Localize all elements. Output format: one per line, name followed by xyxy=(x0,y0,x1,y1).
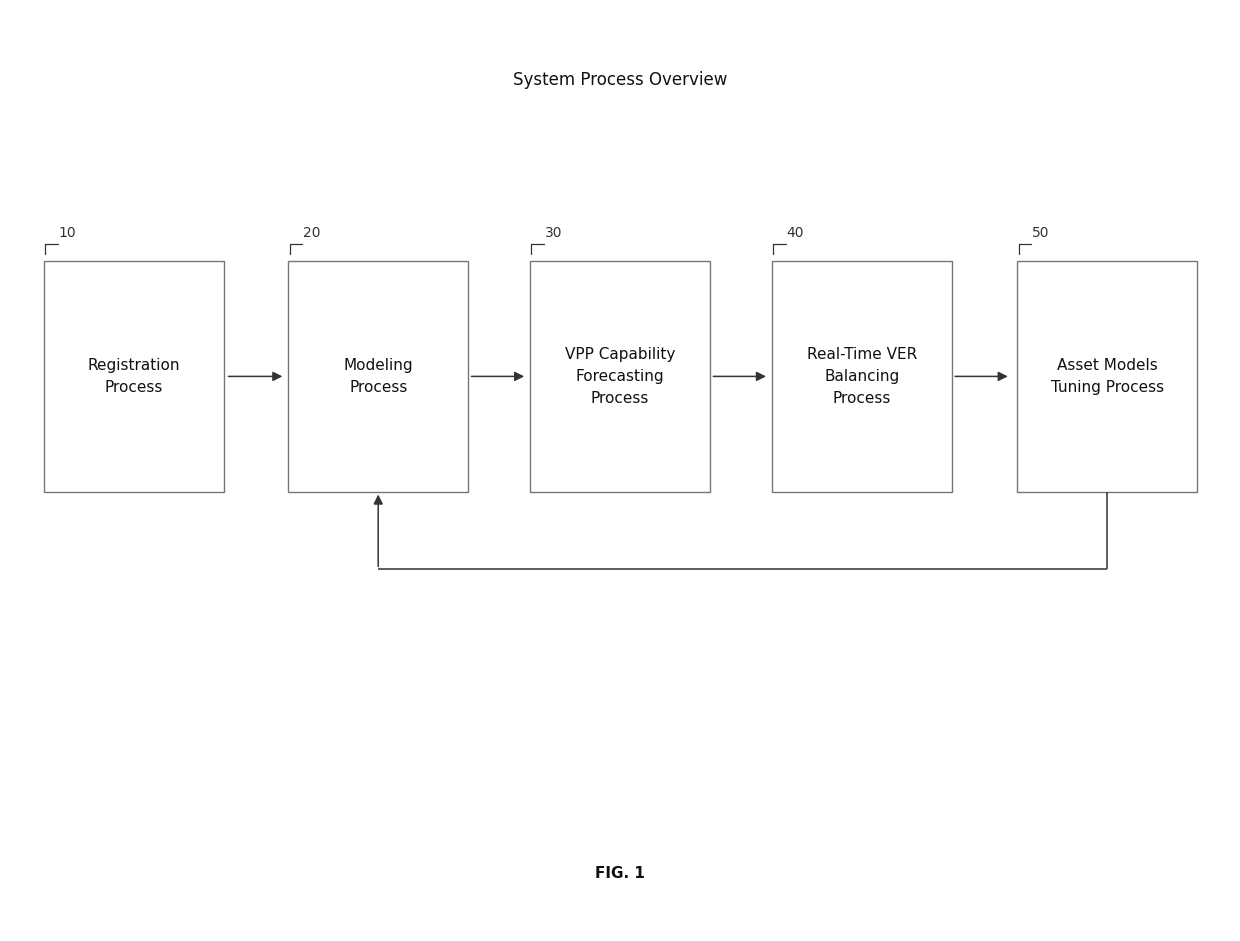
FancyBboxPatch shape xyxy=(45,262,223,491)
Text: 30: 30 xyxy=(546,226,563,240)
Text: Asset Models
Tuning Process: Asset Models Tuning Process xyxy=(1050,358,1164,395)
Text: 40: 40 xyxy=(786,226,805,240)
FancyBboxPatch shape xyxy=(771,262,952,491)
Text: 10: 10 xyxy=(60,226,77,240)
Text: 20: 20 xyxy=(303,226,321,240)
Text: VPP Capability
Forecasting
Process: VPP Capability Forecasting Process xyxy=(564,346,676,407)
FancyBboxPatch shape xyxy=(1017,262,1198,491)
Text: Modeling
Process: Modeling Process xyxy=(343,358,413,395)
FancyBboxPatch shape xyxy=(531,262,709,491)
Text: Real-Time VER
Balancing
Process: Real-Time VER Balancing Process xyxy=(807,346,916,407)
Text: FIG. 1: FIG. 1 xyxy=(595,866,645,881)
Text: 50: 50 xyxy=(1032,226,1050,240)
FancyBboxPatch shape xyxy=(288,262,467,491)
Text: Registration
Process: Registration Process xyxy=(88,358,180,395)
Text: System Process Overview: System Process Overview xyxy=(513,71,727,89)
